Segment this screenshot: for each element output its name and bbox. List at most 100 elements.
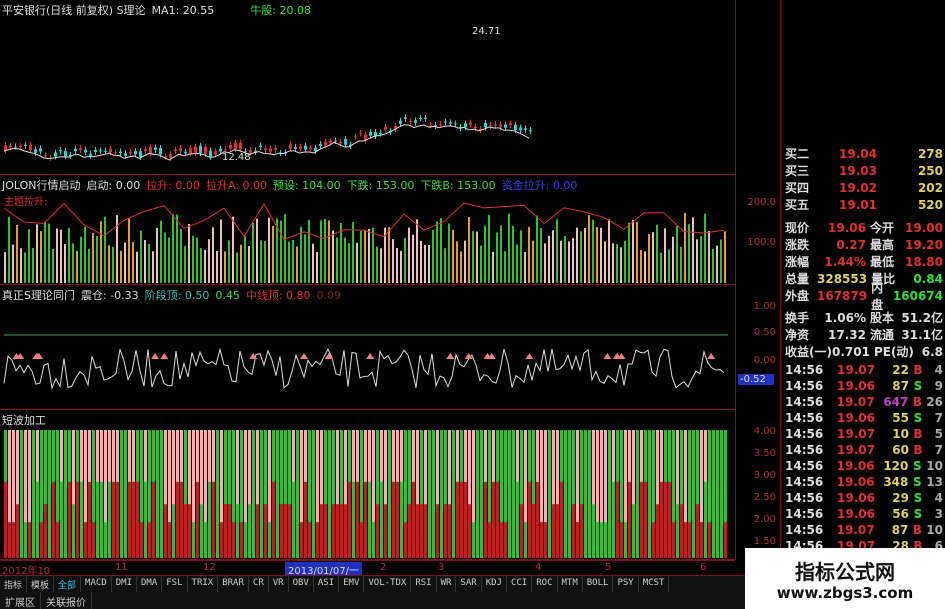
wave-bar [12,522,15,558]
candle [174,149,177,152]
tab-kdj[interactable]: KDJ [482,576,507,592]
tab-roc[interactable]: ROC [532,576,558,592]
stat-label: PE(动) [873,345,914,359]
indicator-value: 拉升: 0.00 [146,179,200,192]
tick-volume: 10 [892,427,909,441]
wave-bar [72,504,75,558]
stat-value: 19.00 [905,220,944,235]
tab-sar[interactable]: SAR [456,576,482,592]
stat-label: 涨跌 [785,238,810,252]
axis-label: 1.50 [753,536,776,547]
candle [254,150,257,152]
tick-time: 14:56 [785,379,824,393]
bottom-tab[interactable]: 扩展区 [0,592,41,609]
bottom-tabs: 扩展区 关联报价 [0,592,945,609]
jolon-bar [196,237,198,283]
wave-bar [432,504,435,558]
tick-price: 19.06 [837,491,875,505]
signal-arrow [525,353,534,359]
tab-mtm[interactable]: MTM [558,576,583,592]
wave-bar-top [168,430,171,558]
tab-fsl[interactable]: FSL [162,576,188,592]
tab-asi[interactable]: ASI [314,576,340,592]
jolon-bar [640,250,642,283]
tab-cr[interactable]: CR [249,576,269,592]
jolon-bar [408,227,410,283]
bottom-tab[interactable]: 关联报价 [41,592,92,609]
jolon-bar [700,236,702,283]
wave-bar-top [532,430,535,558]
tab-mcst[interactable]: MCST [639,576,670,592]
wave-bar [612,481,615,558]
tab-vol-tdx[interactable]: VOL-TDX [364,576,412,592]
tick-count: 7 [934,443,943,457]
wave-bar-top [512,430,515,558]
wave-bar-top [156,430,159,558]
tick-row: 14:56 19.07 10 B 5 [785,426,943,442]
wave-bar [184,504,187,558]
wave-bar-top [324,430,327,558]
jolon-bar [720,239,722,283]
wave-bar-top [488,430,491,558]
tab-vr[interactable]: VR [269,576,289,592]
wave-bar [488,522,491,558]
tab-obv[interactable]: OBV [289,576,314,592]
candlestick-chart[interactable] [0,0,735,175]
tab-psy[interactable]: PSY [613,576,639,592]
wave-bar [476,504,479,558]
tab-wr[interactable]: WR [437,576,457,592]
candle [334,140,337,142]
wave-bar [456,481,459,558]
candle [384,126,387,130]
jolon-bar [520,230,522,283]
jolon-panel[interactable]: JOLON行情启动 启动: 0.00 拉升: 0.00 拉升A: 0.00 预设: 10… [0,175,735,285]
wave-bar [592,504,595,558]
stat-row: 现价 19.06 今开 19.00 [785,219,943,236]
wave-bar [216,504,219,558]
jolon-bar [40,231,42,283]
jolon-title: JOLON行情启动 启动: 0.00 拉升: 0.00 拉升A: 0.00 预设: 10… [2,177,583,193]
wave-bar-top [448,430,451,558]
bid-row: 买二 19.04 278 [785,145,943,162]
candle [84,149,87,153]
wave-bar-top [572,430,575,558]
tab-emv[interactable]: EMV [339,576,365,592]
wave-bar [104,522,107,558]
stock-title: 平安银行(日线 前复权) S理论 [2,4,146,17]
wave-bar [576,522,579,558]
tab-boll[interactable]: BOLL [583,576,614,592]
wave-bar [516,481,519,558]
wave-bar [372,522,375,558]
jolon-bar [352,222,354,283]
tab-全部[interactable]: 全部 [54,576,82,592]
s-theory-panel[interactable]: 真正S理论同门 震仓: -0.33 阶段顶: 0.50 0.45 中线顶: 0.80 0.… [0,285,735,410]
jolon-bar [296,246,298,283]
tick-side: B [913,363,923,377]
tab-模板[interactable]: 模板 [27,576,55,592]
jolon-bar [676,225,678,283]
short-wave-panel[interactable]: 短波加工 [0,410,735,560]
tab-brar[interactable]: BRAR [218,576,249,592]
jolon-bar [252,222,254,283]
wave-bar [168,522,171,558]
wave-bar-top [624,430,627,558]
stat-value: 31.1亿 [901,328,944,342]
tab-macd[interactable]: MACD [81,576,112,592]
wave-bar-top [720,430,723,558]
tab-dma[interactable]: DMA [137,576,163,592]
candle [454,123,457,125]
wave-bar-top [164,430,167,558]
tab-dmi[interactable]: DMI [112,576,137,592]
tab-cci[interactable]: CCI [507,576,533,592]
wave-bar-top [596,430,599,558]
tab-指标[interactable]: 指标 [0,576,28,592]
tab-rsi[interactable]: RSI [411,576,437,592]
tab-trix[interactable]: TRIX [188,576,219,592]
jolon-bar [356,242,358,283]
candle [54,152,57,157]
short-wave-name: 短波加工 [2,414,46,427]
wave-bar-top [148,430,151,558]
wave-bar [244,522,247,558]
jolon-bar [620,247,622,283]
price-panel[interactable]: 平安银行(日线 前复权) S理论 MA1: 20.55 牛股: 20.08 24.7… [0,0,735,175]
